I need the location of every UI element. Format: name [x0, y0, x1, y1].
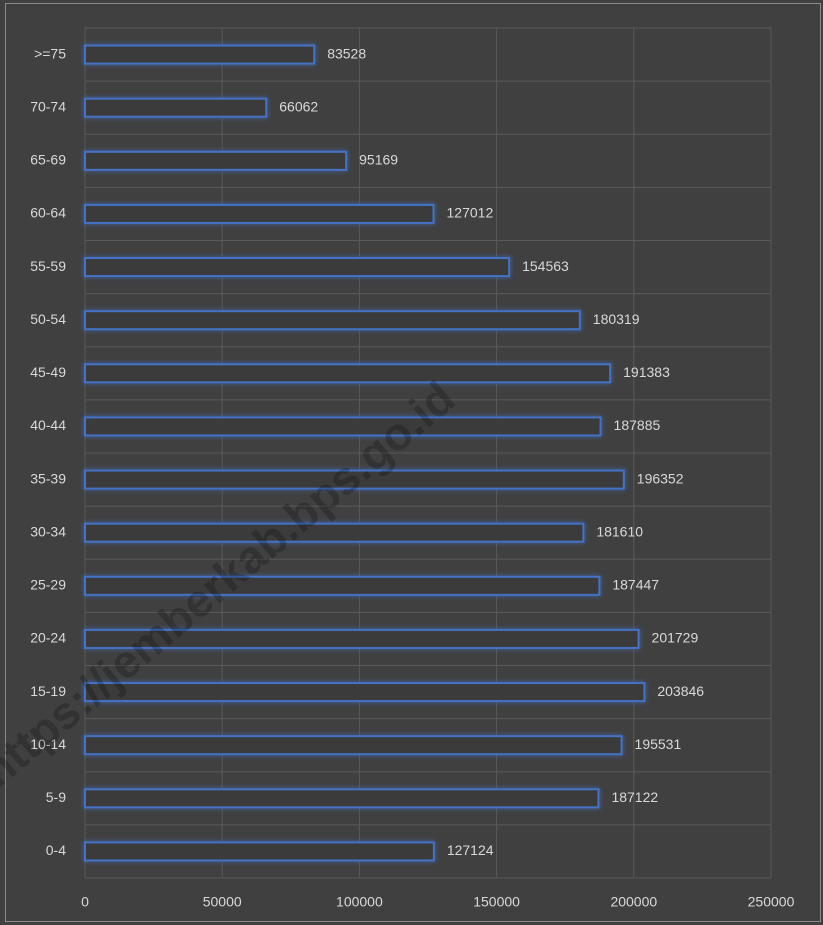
frame [5, 3, 821, 922]
bar [84, 363, 612, 384]
y-tick-label: 65-69 [30, 152, 66, 168]
data-label: 66062 [279, 98, 318, 114]
y-tick-label: 30-34 [30, 523, 66, 539]
data-label: 187447 [612, 577, 659, 593]
data-label: 154563 [522, 258, 569, 274]
y-tick-label: 40-44 [30, 417, 66, 433]
y-tick-label: 35-39 [30, 470, 66, 486]
bar [84, 44, 316, 65]
y-tick-label: 20-24 [30, 630, 66, 646]
bar [84, 416, 602, 437]
data-label: 203846 [657, 683, 704, 699]
bar [84, 682, 646, 703]
bar [84, 841, 435, 862]
bar [84, 150, 348, 171]
x-tick-label: 0 [81, 894, 89, 910]
bar [84, 203, 435, 224]
data-label: 191383 [623, 364, 670, 380]
data-label: 187885 [614, 417, 661, 433]
x-tick-label: 50000 [203, 894, 242, 910]
y-tick-label: >=75 [34, 45, 66, 61]
bar [84, 788, 600, 809]
data-label: 127012 [447, 205, 494, 221]
data-label: 181610 [596, 523, 643, 539]
bar [84, 97, 268, 118]
bar [84, 735, 623, 756]
data-label: 196352 [637, 470, 684, 486]
y-tick-label: 50-54 [30, 311, 66, 327]
y-tick-label: 25-29 [30, 577, 66, 593]
y-tick-label: 15-19 [30, 683, 66, 699]
y-tick-label: 60-64 [30, 205, 66, 221]
x-tick-label: 250000 [748, 894, 795, 910]
bar [84, 310, 581, 331]
y-tick-label: 5-9 [46, 789, 66, 805]
y-tick-label: 45-49 [30, 364, 66, 380]
bar [84, 469, 625, 490]
bar [84, 522, 585, 543]
bar [84, 575, 601, 596]
y-tick-label: 0-4 [46, 842, 66, 858]
data-label: 95169 [359, 152, 398, 168]
data-label: 83528 [327, 45, 366, 61]
bar [84, 257, 511, 278]
x-tick-label: 200000 [610, 894, 657, 910]
x-tick-label: 100000 [336, 894, 383, 910]
y-tick-label: 10-14 [30, 736, 66, 752]
y-tick-label: 55-59 [30, 258, 66, 274]
bar [84, 628, 640, 649]
data-label: 127124 [447, 842, 494, 858]
data-label: 187122 [611, 789, 658, 805]
data-label: 201729 [652, 630, 699, 646]
data-label: 195531 [635, 736, 682, 752]
y-tick-label: 70-74 [30, 98, 66, 114]
data-label: 180319 [593, 311, 640, 327]
x-tick-label: 150000 [473, 894, 520, 910]
